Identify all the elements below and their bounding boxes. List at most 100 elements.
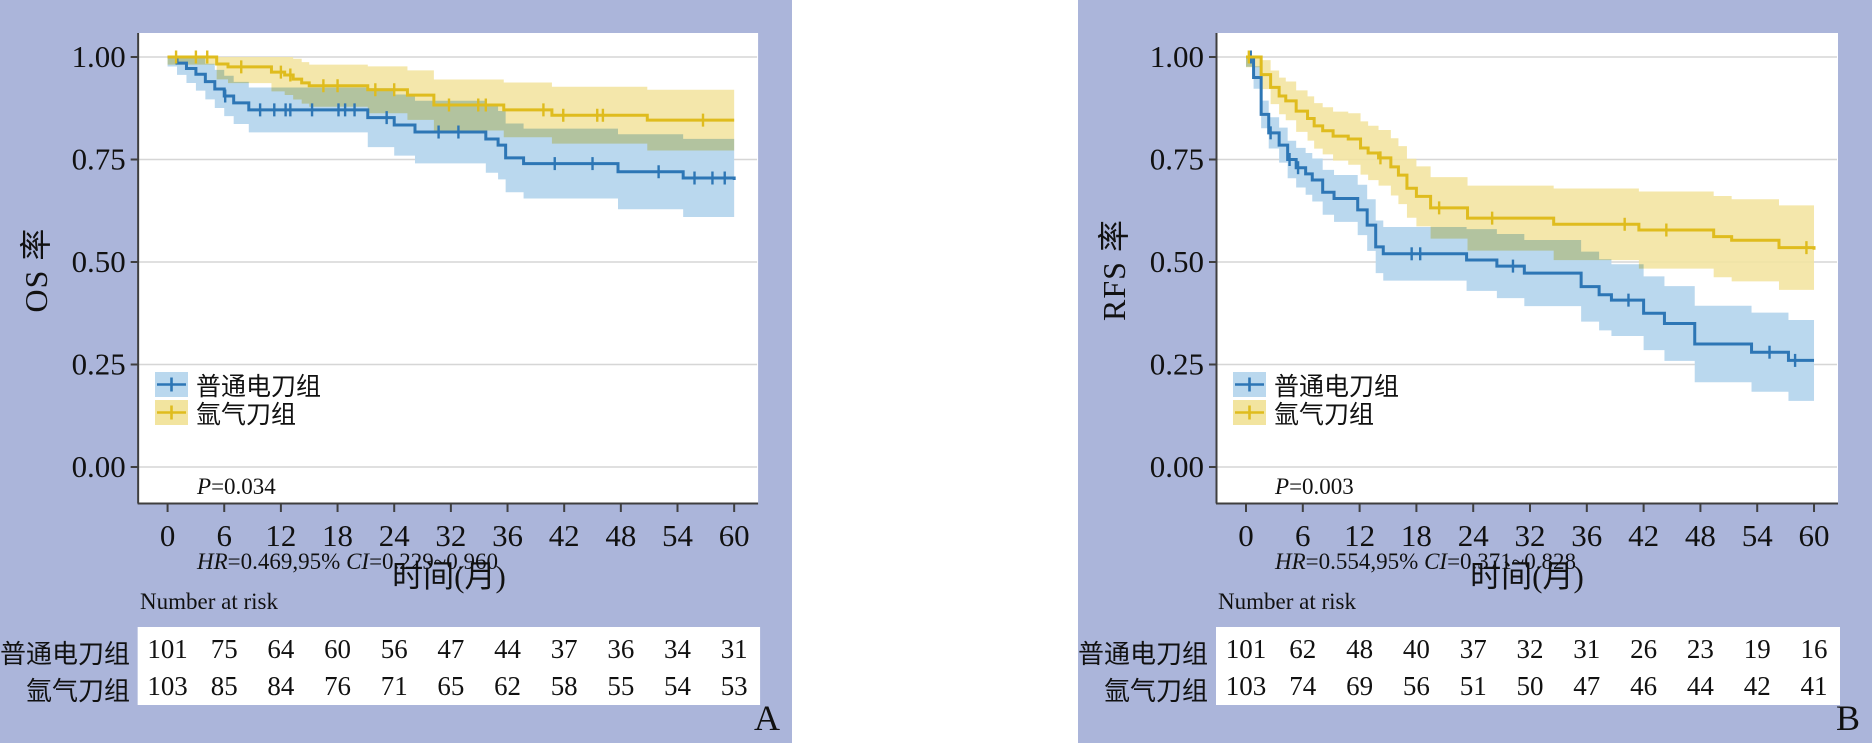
x-tick-label: 54 bbox=[1742, 518, 1774, 553]
y-tick-label: 0.25 bbox=[1150, 347, 1204, 382]
y-tick-label: 0.50 bbox=[1150, 244, 1204, 279]
survival-curve bbox=[1246, 55, 1816, 250]
x-tick-label: 42 bbox=[549, 518, 580, 553]
risk-value: 103 bbox=[1226, 671, 1267, 701]
risk-value: 51 bbox=[1460, 671, 1487, 701]
axes bbox=[1209, 33, 1838, 512]
ci-band bbox=[1246, 57, 1815, 293]
y-tick-label: 0.50 bbox=[72, 244, 126, 279]
risk-value: 23 bbox=[1687, 634, 1714, 664]
risk-value: 54 bbox=[664, 671, 691, 701]
risk-value: 62 bbox=[494, 671, 521, 701]
x-tick-label: 6 bbox=[1295, 518, 1311, 553]
risk-value: 47 bbox=[1573, 671, 1600, 701]
risk-value: 46 bbox=[1630, 671, 1657, 701]
x-tick-label: 12 bbox=[1344, 518, 1375, 553]
risk-value: 56 bbox=[1403, 671, 1430, 701]
risk-value: 40 bbox=[1403, 634, 1430, 664]
x-tick-label: 42 bbox=[1628, 518, 1659, 553]
risk-value: 85 bbox=[211, 671, 238, 701]
x-tick-label: 54 bbox=[662, 518, 693, 553]
risk-value: 84 bbox=[267, 671, 294, 701]
risk-value: 44 bbox=[1687, 671, 1715, 701]
risk-value: 37 bbox=[551, 634, 578, 664]
risk-value: 50 bbox=[1517, 671, 1544, 701]
risk-value: 47 bbox=[437, 634, 464, 664]
risk-value: 26 bbox=[1630, 634, 1657, 664]
risk-value: 41 bbox=[1801, 671, 1828, 701]
panel-b: 0 6 12 18 24 32 36 42 48 54 60 1.00 0.75 0.50 0.25 0.00… bbox=[1078, 0, 1872, 743]
risk-table-background bbox=[137, 627, 761, 705]
y-tick-label: 0.00 bbox=[72, 449, 126, 484]
risk-value: 56 bbox=[381, 634, 408, 664]
risk-value: 16 bbox=[1801, 634, 1828, 664]
x-tick-label: 32 bbox=[1515, 518, 1546, 553]
risk-value: 74 bbox=[1289, 671, 1317, 701]
risk-value: 71 bbox=[381, 671, 408, 701]
x-tick-label: 36 bbox=[492, 518, 523, 553]
x-tick-label: 24 bbox=[1458, 518, 1490, 553]
survival-curve bbox=[167, 55, 736, 180]
x-tick-label: 0 bbox=[160, 518, 175, 553]
x-tick-label: 48 bbox=[1685, 518, 1716, 553]
x-tick-label: 48 bbox=[605, 518, 636, 553]
risk-table-values: 101 62 48 40 37 32 31 26 23 19 16 103 74 69 56 51 50 47 46… bbox=[1226, 634, 1828, 701]
x-tick-label: 12 bbox=[265, 518, 296, 553]
x-tick-label: 32 bbox=[435, 518, 466, 553]
x-tick-label: 24 bbox=[379, 518, 410, 553]
risk-value: 42 bbox=[1744, 671, 1771, 701]
risk-table-background bbox=[1216, 627, 1840, 705]
risk-value: 34 bbox=[664, 634, 691, 664]
risk-value: 36 bbox=[607, 634, 634, 664]
risk-value: 19 bbox=[1744, 634, 1771, 664]
x-tick-label: 0 bbox=[1238, 518, 1254, 553]
x-tick-label: 36 bbox=[1571, 518, 1602, 553]
risk-value: 32 bbox=[1517, 634, 1544, 664]
survival-curves bbox=[1246, 50, 1816, 367]
risk-value: 101 bbox=[147, 634, 187, 664]
risk-value: 53 bbox=[721, 671, 748, 701]
y-tick-label: 0.00 bbox=[1150, 449, 1204, 484]
y-tick-label: 0.75 bbox=[72, 141, 126, 176]
x-tick-label: 6 bbox=[217, 518, 232, 553]
x-tick-labels: 0 6 12 18 24 32 36 42 48 54 60 bbox=[1238, 518, 1829, 553]
panel-a: 0 6 12 18 24 32 36 42 48 54 60 1.00 0.75 0.50 0.25 0.00… bbox=[0, 0, 792, 743]
risk-value: 58 bbox=[551, 671, 578, 701]
risk-value: 65 bbox=[437, 671, 464, 701]
y-tick-label: 0.75 bbox=[1150, 142, 1204, 177]
risk-value: 64 bbox=[267, 634, 294, 664]
km-plot-a: 0 6 12 18 24 32 36 42 48 54 60 1.00 0.75 0.50 0.25 0.00… bbox=[72, 33, 761, 705]
risk-table-values: 101 75 64 60 56 47 44 37 36 34 31 103 85 84 76 71 65 62 58… bbox=[147, 634, 747, 701]
risk-value: 31 bbox=[721, 634, 748, 664]
y-tick-label: 0.25 bbox=[72, 346, 126, 381]
risk-value: 55 bbox=[607, 671, 634, 701]
y-tick-labels: 1.00 0.75 0.50 0.25 0.00 bbox=[1150, 39, 1204, 484]
risk-value: 101 bbox=[1226, 634, 1267, 664]
risk-value: 75 bbox=[211, 634, 238, 664]
y-tick-label: 1.00 bbox=[1150, 39, 1204, 74]
x-tick-label: 18 bbox=[322, 518, 353, 553]
km-plot-b: 0 6 12 18 24 32 36 42 48 54 60 1.00 0.75 0.50 0.25 0.00… bbox=[1150, 33, 1840, 705]
y-tick-label: 1.00 bbox=[72, 39, 126, 74]
survival-curve bbox=[167, 55, 735, 122]
risk-value: 62 bbox=[1289, 634, 1316, 664]
y-tick-labels: 1.00 0.75 0.50 0.25 0.00 bbox=[72, 39, 126, 484]
axes bbox=[130, 33, 759, 512]
risk-value: 37 bbox=[1460, 634, 1487, 664]
risk-value: 76 bbox=[324, 671, 351, 701]
ci-band bbox=[1246, 57, 1815, 402]
x-tick-label: 18 bbox=[1401, 518, 1432, 553]
risk-value: 31 bbox=[1573, 634, 1600, 664]
survival-curve bbox=[1246, 55, 1815, 362]
confidence-bands bbox=[1246, 57, 1815, 402]
survival-curves bbox=[167, 50, 736, 185]
risk-value: 48 bbox=[1346, 634, 1373, 664]
x-tick-labels: 0 6 12 18 24 32 36 42 48 54 60 bbox=[160, 518, 750, 553]
risk-value: 60 bbox=[324, 634, 351, 664]
x-tick-label: 60 bbox=[719, 518, 750, 553]
risk-value: 69 bbox=[1346, 671, 1373, 701]
risk-value: 44 bbox=[494, 634, 521, 664]
x-tick-label: 60 bbox=[1799, 518, 1830, 553]
risk-value: 103 bbox=[147, 671, 187, 701]
